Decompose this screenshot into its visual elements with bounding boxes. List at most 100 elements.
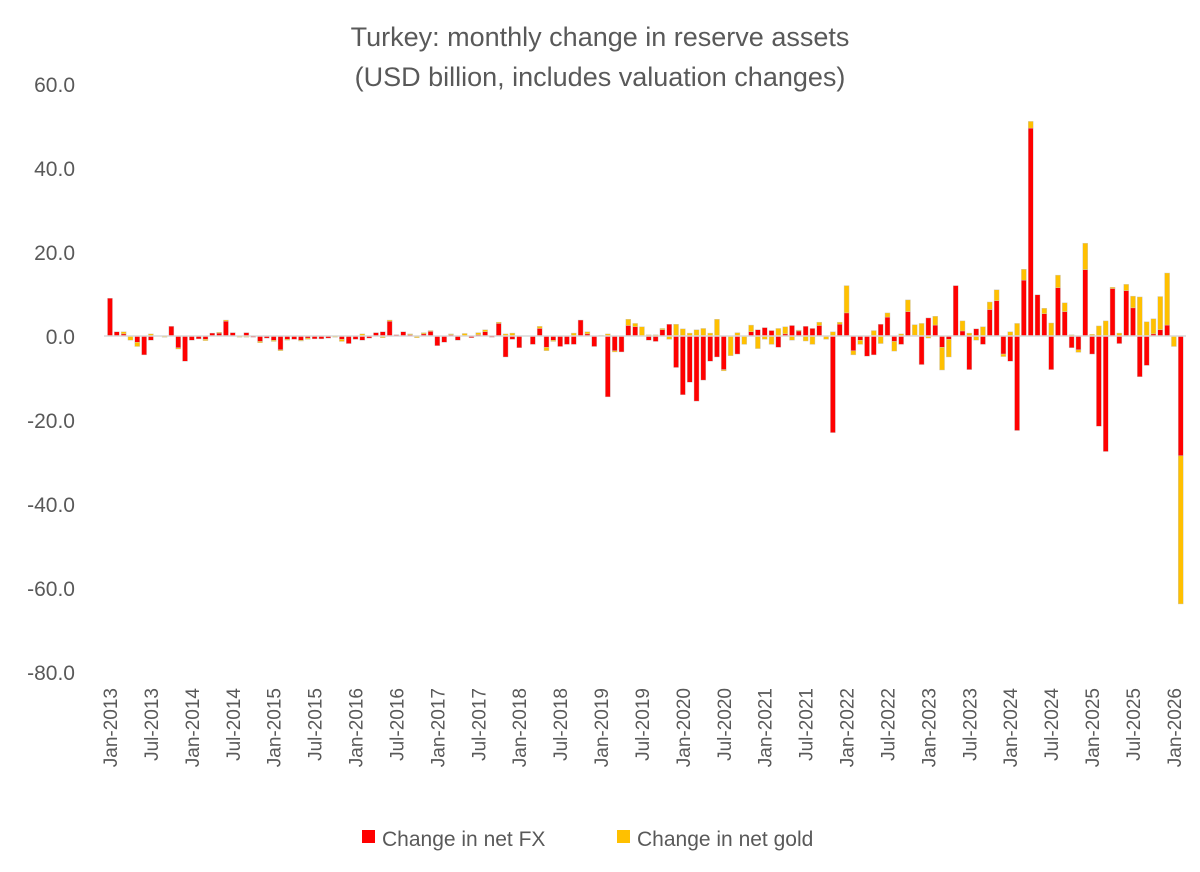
bar-gold bbox=[270, 340, 277, 342]
bar-gold bbox=[448, 333, 454, 335]
bar-gold bbox=[727, 335, 734, 356]
bar-fx bbox=[346, 335, 352, 344]
bar-gold bbox=[1014, 323, 1020, 337]
bar-gold bbox=[918, 323, 925, 337]
bar-gold bbox=[1130, 295, 1136, 309]
bar-gold bbox=[1075, 349, 1082, 353]
bar-gold bbox=[496, 321, 502, 324]
bar-gold bbox=[680, 328, 686, 337]
bar-gold bbox=[809, 335, 816, 345]
bar-fx bbox=[577, 319, 584, 337]
bar-gold bbox=[905, 299, 911, 312]
bar-fx bbox=[564, 335, 570, 345]
bar-fx bbox=[707, 335, 713, 362]
bar-gold bbox=[223, 319, 229, 322]
x-tick-label: Jul-2025 bbox=[1124, 688, 1145, 761]
bar-gold bbox=[857, 340, 863, 345]
bar-gold bbox=[843, 285, 850, 314]
bar-fx bbox=[659, 329, 666, 337]
bar-gold bbox=[1041, 308, 1048, 314]
bar-fx bbox=[1007, 335, 1013, 362]
bar-fx bbox=[932, 324, 938, 337]
bar-fx bbox=[721, 335, 727, 370]
y-tick-label: 0.0 bbox=[46, 326, 75, 349]
x-tick-label: Jan-2022 bbox=[838, 688, 859, 767]
bar-gold bbox=[1137, 296, 1143, 337]
bar-fx bbox=[277, 335, 284, 351]
bar-gold bbox=[284, 339, 291, 341]
bar-fx bbox=[918, 335, 925, 365]
bar-fx bbox=[980, 335, 986, 345]
bar-gold bbox=[1164, 272, 1170, 326]
legend: Change in net FX Change in net gold bbox=[362, 828, 813, 851]
bar-fx bbox=[830, 335, 836, 433]
x-tick-label: Jan-2023 bbox=[919, 688, 940, 767]
bar-gold bbox=[993, 289, 1000, 301]
bar-gold bbox=[891, 341, 897, 352]
bar-fx bbox=[386, 321, 393, 337]
bar-gold bbox=[1048, 322, 1054, 337]
bar-fx bbox=[1109, 288, 1116, 337]
x-tick-label: Jan-2021 bbox=[756, 688, 777, 767]
bar-fx bbox=[952, 285, 959, 337]
bar-gold bbox=[407, 333, 413, 335]
bar-fx bbox=[864, 335, 870, 357]
bar-fx bbox=[502, 335, 509, 358]
bar-fx bbox=[877, 324, 884, 337]
bar-fx bbox=[1164, 324, 1170, 337]
bar-fx bbox=[1137, 335, 1143, 377]
bar-gold bbox=[427, 330, 434, 332]
bar-fx bbox=[891, 335, 897, 342]
bar-fx bbox=[618, 335, 625, 353]
bar-fx bbox=[625, 325, 632, 337]
bar-gold bbox=[850, 350, 857, 356]
bar-fx bbox=[762, 327, 768, 337]
bar-gold bbox=[1123, 284, 1129, 291]
bar-gold bbox=[782, 326, 788, 335]
bar-fx bbox=[1123, 290, 1129, 337]
bar-gold bbox=[611, 350, 618, 353]
bar-fx bbox=[1130, 307, 1136, 337]
x-tick-label: Jul-2023 bbox=[960, 688, 981, 761]
bar-fx bbox=[959, 330, 966, 337]
bar-fx bbox=[775, 335, 782, 348]
bar-gold bbox=[257, 341, 263, 343]
bar-fx bbox=[1082, 269, 1088, 337]
bar-fx bbox=[1103, 335, 1109, 452]
bar-gold bbox=[202, 339, 209, 341]
bar-gold bbox=[120, 331, 127, 335]
bar-gold bbox=[755, 335, 761, 349]
bar-fx bbox=[905, 311, 911, 337]
bar-gold bbox=[768, 335, 775, 345]
bar-gold bbox=[802, 335, 809, 342]
bar-fx bbox=[993, 300, 1000, 337]
bar-gold bbox=[482, 329, 488, 333]
x-axis: Jan-2013 Jul-2013 Jan-2014 Jul-2014 Jan-2015… bbox=[101, 688, 1186, 768]
x-tick-label: Jan-2025 bbox=[1083, 688, 1104, 767]
bar-fx bbox=[755, 329, 761, 337]
bar-fx bbox=[1096, 335, 1102, 427]
bar-fx bbox=[837, 324, 843, 337]
bar-fx bbox=[1062, 311, 1068, 337]
legend-label-fx: Change in net FX bbox=[382, 828, 545, 851]
legend-swatch-fx bbox=[362, 830, 375, 843]
x-tick-label: Jul-2017 bbox=[469, 688, 490, 761]
bar-fx bbox=[1000, 335, 1007, 355]
bar-gold bbox=[912, 324, 918, 336]
bar-gold bbox=[625, 319, 632, 326]
bar-fx bbox=[175, 335, 181, 348]
bar-fx bbox=[673, 335, 679, 368]
x-tick-label: Jul-2014 bbox=[224, 688, 245, 761]
bar-gold bbox=[871, 330, 877, 337]
x-tick-label: Jan-2013 bbox=[101, 688, 122, 767]
bar-fx bbox=[591, 335, 597, 347]
y-tick-label: 60.0 bbox=[34, 74, 75, 97]
x-tick-label: Jul-2018 bbox=[551, 688, 572, 761]
bar-fx bbox=[1178, 335, 1184, 456]
bar-fx bbox=[223, 321, 229, 337]
y-tick-label: -20.0 bbox=[27, 410, 75, 433]
bar-gold bbox=[1096, 325, 1102, 337]
bar-fx bbox=[734, 335, 741, 355]
bar-gold bbox=[816, 321, 822, 326]
